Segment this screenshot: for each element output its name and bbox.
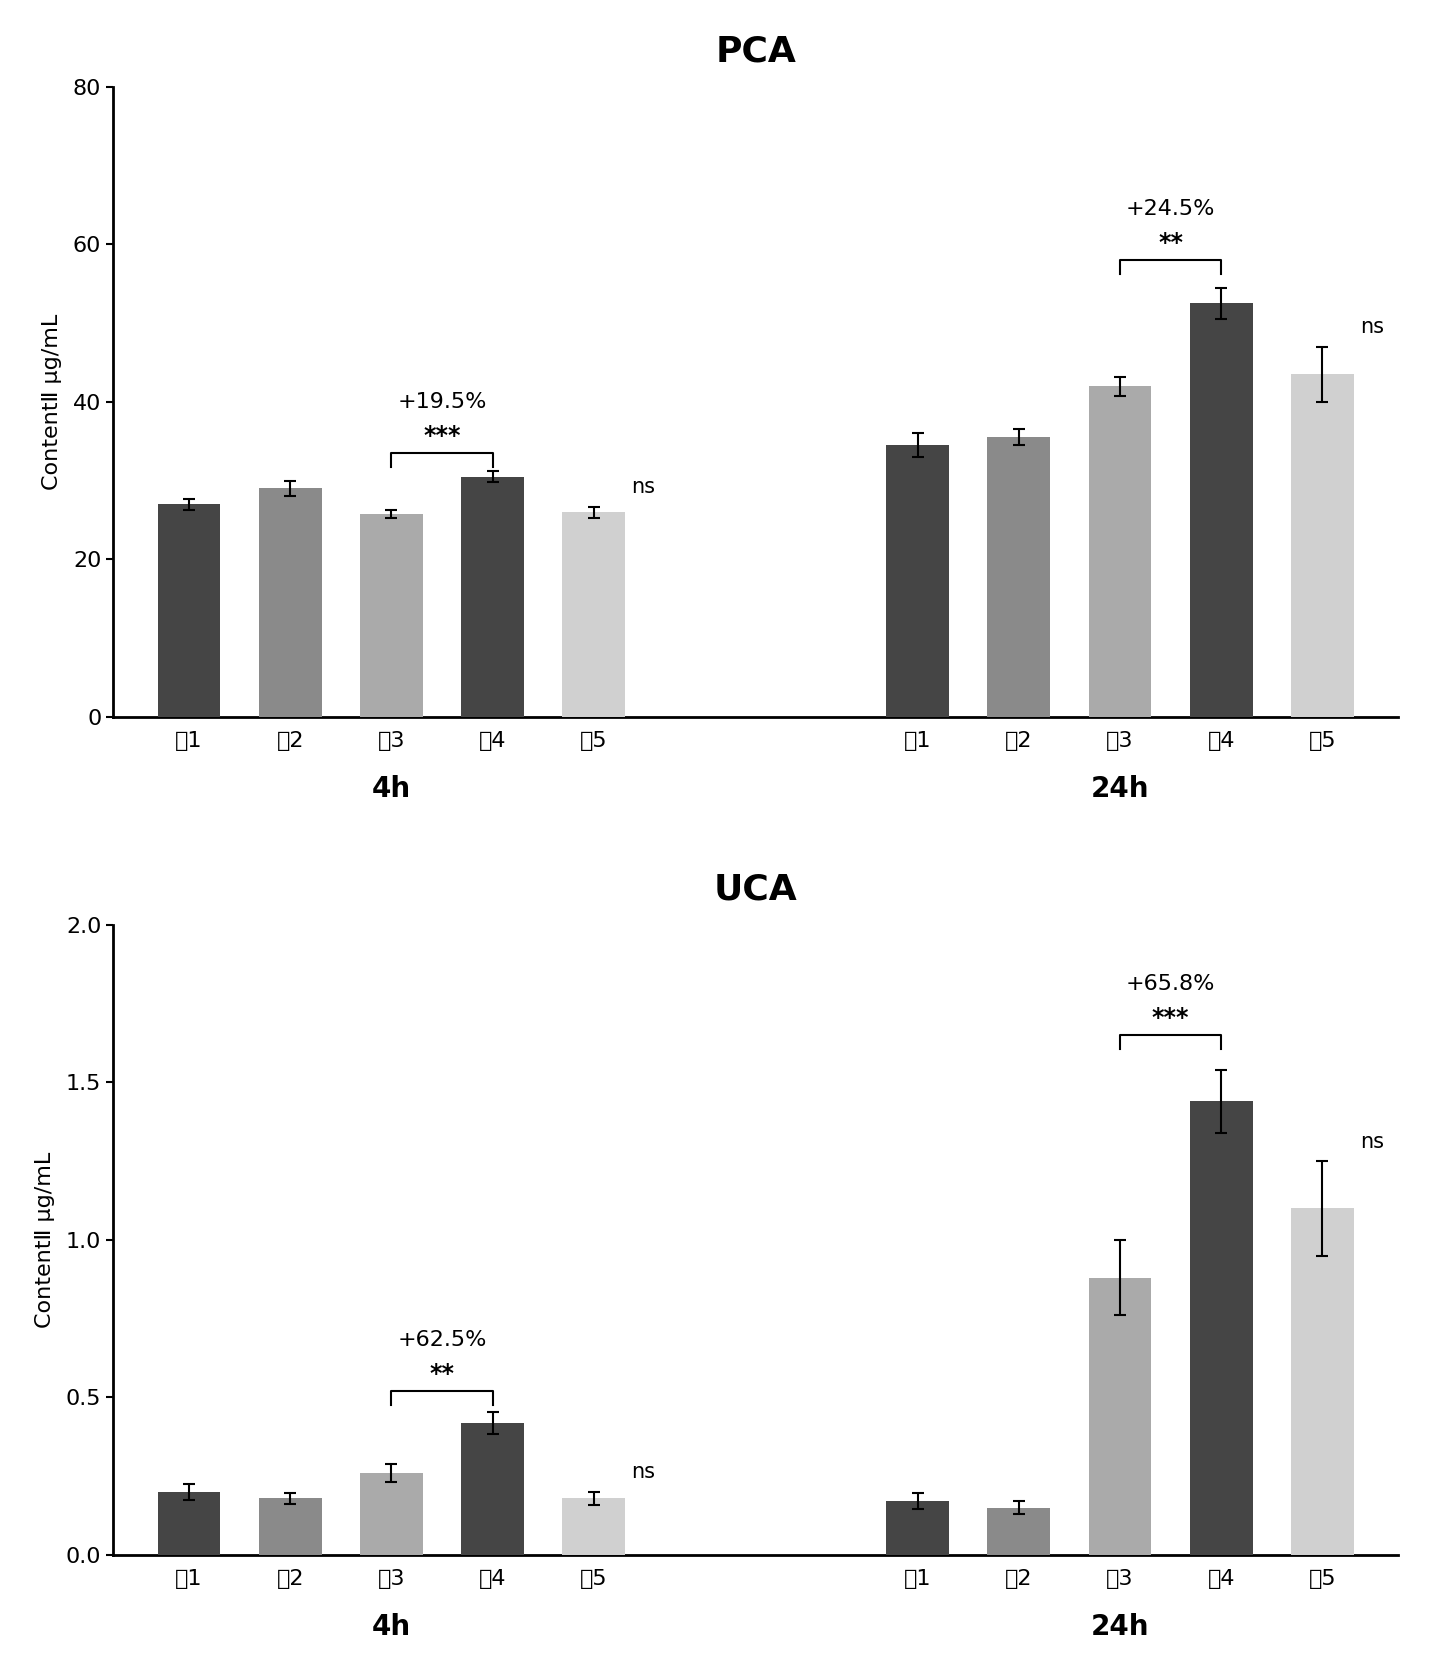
Bar (562, 1498, 625, 1555)
Bar (259, 488, 321, 717)
Bar (1189, 303, 1252, 717)
Text: ns: ns (632, 1463, 655, 1483)
Title: UCA: UCA (714, 873, 798, 907)
Y-axis label: ContentⅡ μg/mL: ContentⅡ μg/mL (34, 1151, 54, 1327)
Text: +62.5%: +62.5% (397, 1331, 487, 1351)
Text: +24.5%: +24.5% (1126, 199, 1215, 220)
Text: 24h: 24h (1091, 1614, 1149, 1641)
Title: PCA: PCA (715, 35, 797, 69)
Text: ***: *** (1152, 1006, 1189, 1031)
Bar (158, 1492, 221, 1555)
Text: +65.8%: +65.8% (1126, 974, 1215, 994)
Bar (360, 1473, 423, 1555)
Bar (1189, 1101, 1252, 1555)
Bar (158, 504, 221, 717)
Y-axis label: ContentⅡ μg/mL: ContentⅡ μg/mL (42, 313, 62, 489)
Bar (461, 476, 524, 717)
Bar (1291, 1208, 1354, 1555)
Bar (886, 446, 949, 717)
Text: ***: *** (423, 424, 461, 447)
Text: **: ** (430, 1363, 454, 1386)
Text: 4h: 4h (371, 776, 411, 803)
Bar (987, 1508, 1050, 1555)
Bar (360, 515, 423, 717)
Text: ns: ns (1360, 1131, 1384, 1151)
Text: ns: ns (632, 478, 655, 498)
Text: **: ** (1158, 231, 1184, 255)
Bar (1089, 1277, 1151, 1555)
Text: +19.5%: +19.5% (397, 392, 487, 412)
Text: 24h: 24h (1091, 776, 1149, 803)
Bar (1089, 385, 1151, 717)
Bar (987, 437, 1050, 717)
Bar (562, 513, 625, 717)
Text: ns: ns (1360, 317, 1384, 337)
Bar (259, 1498, 321, 1555)
Bar (1291, 374, 1354, 717)
Bar (461, 1423, 524, 1555)
Bar (886, 1502, 949, 1555)
Text: 4h: 4h (371, 1614, 411, 1641)
